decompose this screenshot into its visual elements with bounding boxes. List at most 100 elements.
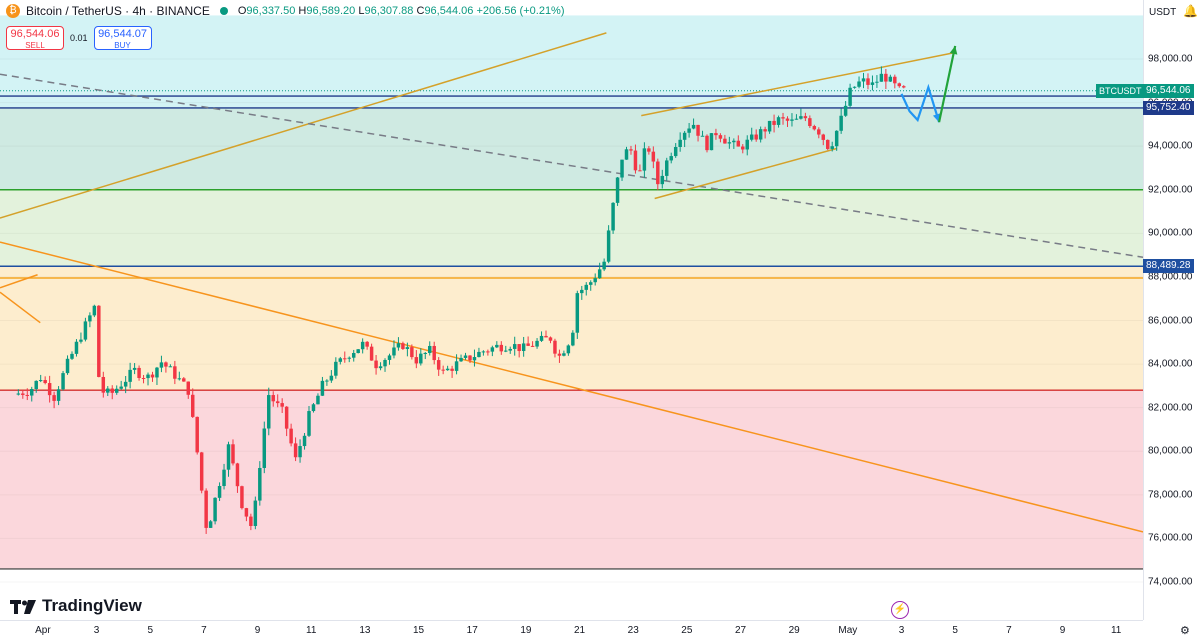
candle-body [338,358,343,362]
candle-body [691,124,696,129]
symbol-legend: ₿ Bitcoin / TetherUS · 4h · BINANCE O96,… [6,4,565,18]
candle-body [311,404,316,412]
candle-body [553,340,557,354]
candle-body [673,146,678,157]
candle-body [517,344,521,352]
candle-body [173,366,177,379]
chart-area[interactable] [0,0,1143,620]
candle-body [137,367,141,378]
candle-body [584,284,588,290]
candle-body [106,388,110,393]
candle-body [150,374,155,378]
candle-body [52,395,56,401]
zone-band-3 [0,266,1143,391]
candle-body [736,140,741,147]
time-scale[interactable]: Apr 3 5 7 9 11 13 15 17 19 21 23 25 27 29 May 3 5 7 9 11 [0,620,1143,641]
price-tick-label: 80,000.00 [1148,445,1193,457]
trade-panel: 96,544.06 SELL 0.01 96,544.07 BUY [6,26,152,50]
candle-body [343,358,347,360]
gear-icon[interactable]: ⚙ [1180,625,1190,637]
candle-body [857,81,861,87]
candle-body [88,315,92,322]
candle-body [262,428,267,468]
projection-arrow-0 [900,83,941,123]
candle-body [47,383,52,396]
candle-body [888,76,893,82]
candle-body [445,368,450,371]
candle-body [481,351,486,353]
candle-body [495,344,499,348]
candle-body [307,411,311,436]
symbol-title[interactable]: Bitcoin / TetherUS · 4h · BINANCE [26,4,210,18]
sell-button[interactable]: 96,544.06 SELL [6,26,64,50]
price-tick-label: 86,000.00 [1148,315,1193,326]
candle-body [897,83,902,87]
projection-arrow-1 [938,45,957,123]
candle-body [852,86,857,88]
candle-body [21,393,25,395]
candle-body [893,76,897,84]
candle-body [571,332,575,346]
time-tick-label: 29 [788,625,800,636]
candle-body [709,133,714,151]
lightning-icon[interactable]: ⚡ [891,601,909,619]
time-tick-label: 7 [1006,625,1012,636]
price-tick-label: 76,000.00 [1148,532,1193,544]
buy-button[interactable]: 96,544.07 BUY [93,26,152,50]
candle-body [114,388,119,393]
candle-body [678,139,682,147]
currency-selector[interactable]: USDT [1149,7,1177,18]
candle-body [803,116,808,119]
candle-body [325,380,329,382]
candle-body [34,380,38,390]
candle-body [351,352,356,358]
candle-body [593,278,597,283]
candle-body [253,500,258,527]
trend-line-4 [0,291,41,324]
zone-band-1 [0,107,1143,190]
candle-body [92,305,97,316]
candle-body [562,353,566,356]
candle-body [741,146,745,150]
spread-value: 0.01 [70,33,88,43]
candle-body [267,395,271,429]
candle-body [660,175,665,185]
candle-body [258,467,262,501]
candle-body [195,416,199,453]
candle-body [884,73,888,82]
candle-body [611,202,615,231]
time-tick-label: 3 [898,625,905,636]
candle-body [249,516,253,527]
candle-body [879,73,884,82]
candle-body [629,149,633,151]
candle-body [155,367,159,378]
candle-body [235,463,240,487]
candle-body [812,126,817,130]
candle-body [682,132,687,140]
candle-body [213,497,217,522]
price-tick-label: 78,000.00 [1148,489,1193,501]
candle-body [360,341,365,350]
tradingview-logo[interactable]: TradingView [10,596,142,616]
candle-body [280,403,284,407]
alert-icon[interactable]: 🔔 [1183,4,1198,18]
zone-band-4 [0,390,1143,569]
candle-body [240,486,244,509]
candle-body [378,366,383,369]
candle-body [79,339,83,342]
candle-body [374,360,378,369]
candle-body [866,78,870,85]
candle-body [191,394,195,417]
candle-body [539,335,544,341]
candle-body [651,151,656,162]
candle-body [808,118,812,127]
candle-body [199,452,204,491]
time-tick-label: 11 [1110,625,1122,636]
buy-price: 96,544.07 [98,28,147,40]
candle-body [74,341,79,354]
candle-body [119,386,123,389]
candle-body [387,355,392,360]
candle-body [334,361,338,376]
chart-canvas[interactable] [0,0,1143,620]
price-tick-label: 98,000.00 [1148,53,1193,65]
